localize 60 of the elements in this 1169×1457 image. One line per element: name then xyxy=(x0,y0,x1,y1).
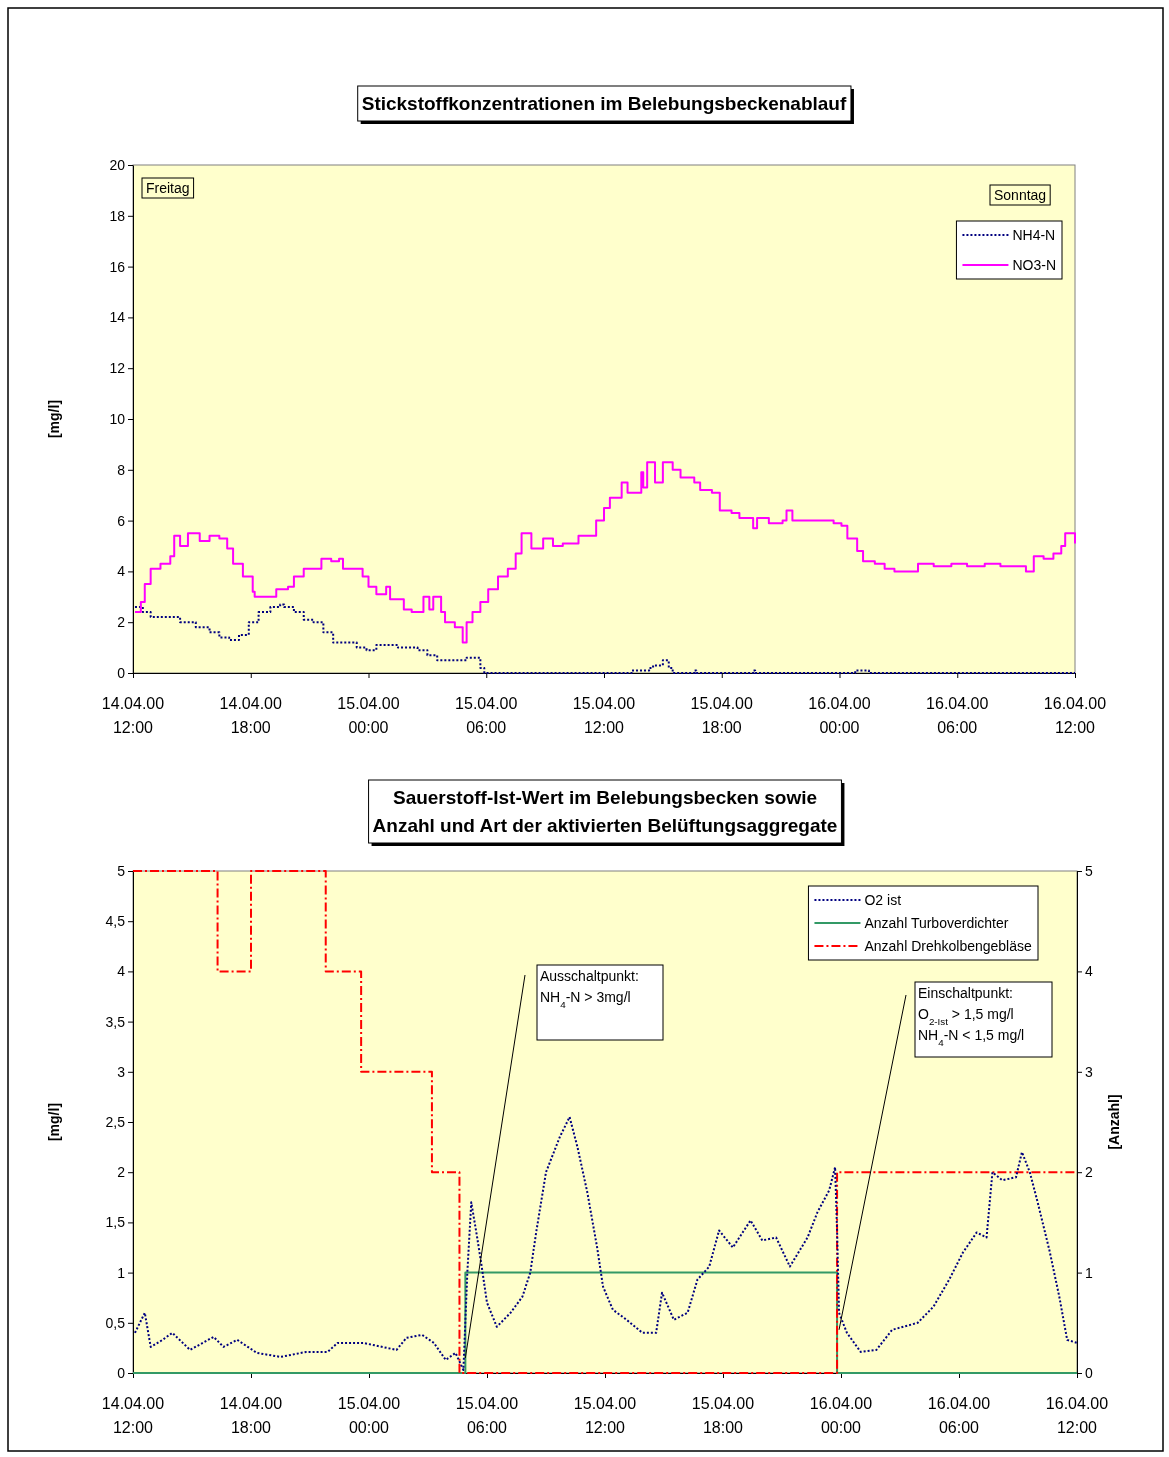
y-axis-title: [mg/l] xyxy=(46,1102,62,1142)
x-tick-label: 16.04.00 12:00 xyxy=(1043,695,1107,736)
y-tick-label: 3,5 xyxy=(105,1013,126,1030)
y2-axis-title: [Anzahl] xyxy=(1106,1094,1122,1150)
y-tick-label: 4,5 xyxy=(105,913,126,930)
x-tick-label: 14.04.00 12:00 xyxy=(101,1395,165,1436)
y-tick-label: 0,5 xyxy=(105,1314,126,1331)
y-tick-label: 16 xyxy=(109,258,126,275)
x-tick-label: 16.04.00 06:00 xyxy=(926,695,989,736)
y-axis-title: [mg/l] xyxy=(46,399,62,439)
x-tick-label: 15.04.00 00:00 xyxy=(337,695,400,736)
x-tick-label: 15.04.00 06:00 xyxy=(455,1395,519,1436)
annotation: Freitag xyxy=(146,180,190,196)
y-tick-label: 2 xyxy=(117,1164,126,1181)
y-tick-label: 2,5 xyxy=(105,1113,126,1130)
y-tick-label: 5 xyxy=(117,862,126,879)
x-tick-label: 14.04.00 18:00 xyxy=(219,695,282,736)
x-tick-label: 14.04.00 12:00 xyxy=(101,695,165,736)
annotation: Einschaltpunkt: O$_{2-Ist}$ > 1,5 mg/l NH$_{4}$-N < 1,5 mg/l xyxy=(918,985,1025,1048)
x-tick-label: 15.04.00 12:00 xyxy=(573,1395,637,1436)
y-tick-label: 18 xyxy=(109,207,126,224)
y-tick-label: 2 xyxy=(117,614,126,631)
y-tick-label: 20 xyxy=(109,156,126,173)
y-tick-label: 1,5 xyxy=(105,1214,126,1231)
annotation: Sonntag xyxy=(994,187,1047,203)
y-tick-label: 4 xyxy=(117,563,126,580)
legend-label: NO3-N xyxy=(1012,257,1056,273)
chart-title: Stickstoffkonzentrationen im Belebungsbeckenablauf xyxy=(361,93,847,114)
y-tick-label: 0 xyxy=(117,1364,126,1381)
y2-tick-label: 3 xyxy=(1085,1063,1093,1080)
x-tick-label: 16.04.00 00:00 xyxy=(809,1395,873,1436)
y-tick-label: 3 xyxy=(117,1063,126,1080)
legend-label: O2 ist xyxy=(864,892,902,908)
y2-tick-label: 0 xyxy=(1085,1364,1093,1381)
x-tick-label: 14.04.00 18:00 xyxy=(219,1395,283,1436)
x-tick-label: 16.04.00 00:00 xyxy=(808,695,871,736)
x-tick-label: 15.04.00 18:00 xyxy=(691,1395,755,1436)
y-tick-label: 0 xyxy=(117,664,126,681)
x-tick-label: 16.04.00 12:00 xyxy=(1045,1395,1109,1436)
x-tick-label: 15.04.00 00:00 xyxy=(337,1395,401,1436)
legend-label: NH4-N xyxy=(1012,227,1056,243)
annotation: Ausschaltpunkt: NH$_{4}$-N > 3mg/l xyxy=(540,968,639,1010)
x-tick-label: 15.04.00 06:00 xyxy=(455,695,518,736)
y-tick-label: 8 xyxy=(117,461,126,478)
y-tick-label: 12 xyxy=(109,360,126,377)
y-tick-label: 4 xyxy=(117,963,126,980)
y2-tick-label: 4 xyxy=(1085,963,1093,980)
x-tick-label: 15.04.00 12:00 xyxy=(572,695,636,736)
y-tick-label: 1 xyxy=(117,1264,126,1281)
legend-label: Anzahl Turboverdichter xyxy=(864,915,1009,931)
chart-title: Sauerstoff-Ist-Wert im Belebungsbecken sowie Anzahl und Art der aktivierten Belüftungsaggregate xyxy=(372,787,838,836)
y-tick-label: 6 xyxy=(117,512,126,529)
x-tick-label: 16.04.00 06:00 xyxy=(927,1395,991,1436)
y-tick-label: 14 xyxy=(109,309,126,326)
x-tick-label: 15.04.00 18:00 xyxy=(690,695,753,736)
y-tick-label: 10 xyxy=(109,410,126,427)
legend-label: Anzahl Drehkolbengebläse xyxy=(864,938,1032,954)
y2-tick-label: 5 xyxy=(1085,862,1093,879)
y2-tick-label: 2 xyxy=(1085,1164,1093,1181)
y2-tick-label: 1 xyxy=(1085,1264,1093,1281)
